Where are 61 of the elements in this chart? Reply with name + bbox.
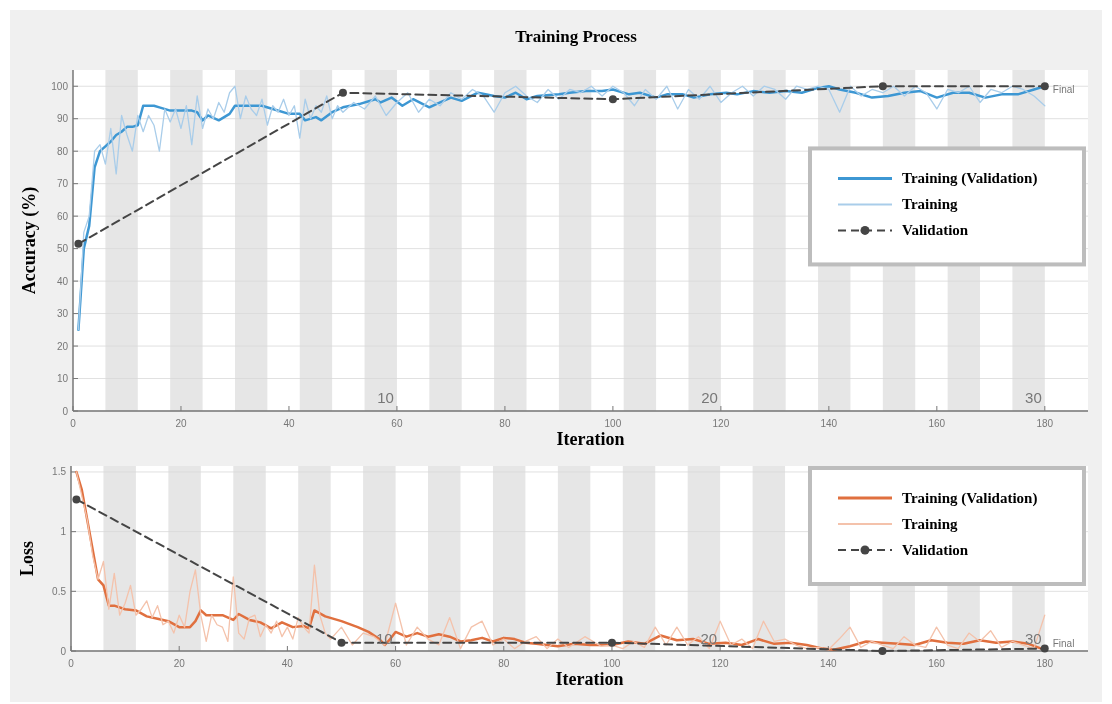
annotation: 10 bbox=[377, 388, 394, 406]
x-tick-label: 100 bbox=[604, 418, 622, 429]
x-tick-label: 80 bbox=[499, 418, 511, 429]
legend-label: Training (Validation) bbox=[902, 170, 1038, 188]
point bbox=[878, 647, 887, 655]
point bbox=[337, 638, 346, 647]
x-tick-label: 160 bbox=[928, 658, 946, 669]
y-axis-title: Loss bbox=[17, 540, 37, 577]
y-tick-label: 60 bbox=[56, 210, 69, 222]
x-tick-label: 0 bbox=[70, 418, 77, 429]
point bbox=[608, 95, 617, 104]
y-tick-label: 0 bbox=[62, 405, 69, 417]
x-tick-label: 140 bbox=[820, 658, 838, 669]
x-tick-label: 120 bbox=[711, 658, 729, 669]
x-tick-label: 80 bbox=[498, 658, 510, 669]
y-tick-label: 80 bbox=[56, 145, 69, 157]
x-tick-label: 60 bbox=[391, 418, 403, 429]
y-tick-label: 70 bbox=[56, 178, 69, 190]
y-tick-label: 1 bbox=[60, 526, 67, 538]
y-tick-label: 0 bbox=[60, 645, 67, 657]
point bbox=[607, 638, 616, 647]
point bbox=[338, 88, 347, 97]
x-tick-label: 180 bbox=[1036, 658, 1054, 669]
x-tick-label: 120 bbox=[712, 418, 730, 429]
annotation: 30 bbox=[1025, 388, 1042, 406]
chart-title: Training Process bbox=[515, 27, 638, 46]
x-tick-label: 180 bbox=[1036, 418, 1054, 429]
point bbox=[1040, 82, 1049, 91]
legend-label: Training bbox=[902, 196, 959, 213]
x-axis-title: Iteration bbox=[555, 669, 624, 689]
annotation: Final bbox=[1052, 637, 1075, 649]
annotation: 20 bbox=[701, 388, 718, 406]
y-tick-label: 90 bbox=[56, 113, 69, 125]
x-tick-label: 60 bbox=[390, 658, 402, 669]
legend-label: Training bbox=[902, 516, 959, 532]
y-tick-label: 10 bbox=[56, 373, 69, 385]
y-tick-label: 1.5 bbox=[52, 466, 67, 478]
point bbox=[1040, 644, 1049, 653]
y-tick-label: 40 bbox=[56, 275, 69, 287]
annotation: Final bbox=[1052, 84, 1075, 96]
x-tick-label: 20 bbox=[175, 418, 187, 429]
y-tick-label: 30 bbox=[56, 308, 69, 320]
y-tick-label: 0.5 bbox=[52, 585, 67, 597]
legend-label: Training (Validation) bbox=[902, 490, 1038, 507]
x-tick-label: 160 bbox=[928, 418, 946, 429]
legend-label: Validation bbox=[902, 542, 969, 558]
legend-label: Validation bbox=[902, 222, 969, 239]
x-tick-label: 40 bbox=[283, 418, 295, 429]
y-axis-title: Accuracy (%) bbox=[19, 186, 40, 295]
x-tick-label: 100 bbox=[603, 658, 621, 669]
point bbox=[74, 239, 83, 248]
x-tick-label: 40 bbox=[281, 658, 294, 669]
x-tick-label: 140 bbox=[820, 418, 838, 429]
annotation: 30 bbox=[1025, 630, 1042, 648]
y-tick-label: 100 bbox=[51, 80, 69, 92]
x-tick-label: 20 bbox=[173, 658, 186, 669]
point bbox=[72, 495, 81, 504]
y-tick-label: 50 bbox=[56, 243, 69, 255]
point bbox=[878, 82, 887, 91]
x-axis-title: Iteration bbox=[556, 429, 625, 449]
y-tick-label: 20 bbox=[56, 340, 69, 352]
